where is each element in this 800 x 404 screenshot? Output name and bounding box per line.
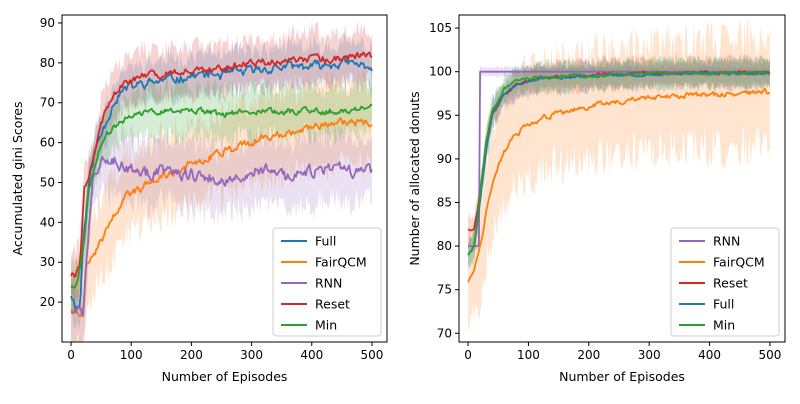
x-tick-label: 100 (517, 348, 540, 362)
x-tick-label: 0 (464, 348, 472, 362)
band-full (71, 33, 372, 330)
band-fairqcm (71, 69, 372, 342)
x-tick-label: 400 (698, 348, 721, 362)
y-tick-label: 60 (40, 136, 55, 150)
y-tick-label: 70 (437, 326, 452, 340)
legend-box (272, 227, 382, 337)
series-line-rnn (70, 156, 373, 317)
band-full (468, 55, 770, 267)
legend-label-rnn: RNN (713, 234, 740, 249)
legend-label-rnn: RNN (315, 276, 342, 291)
chart-right: 0 100 200 300 400 500 70 75 80 85 90 95 100 105 Number… (407, 14, 786, 384)
legend-label-reset: Reset (315, 297, 350, 312)
legend-label-min: Min (315, 318, 337, 333)
legend-label-full: Full (315, 234, 336, 249)
y-tick-label: 40 (40, 215, 55, 229)
plot-area (467, 19, 771, 333)
band-min (71, 74, 372, 317)
legend-label-reset: Reset (713, 276, 748, 291)
legend-label-fairqcm: FairQCM (315, 255, 367, 270)
y-tick-label: 90 (437, 152, 452, 166)
series-line-full (70, 56, 373, 312)
axes-frame (61, 14, 388, 343)
legend: RNN FairQCM Reset Full Min (670, 227, 780, 337)
y-tick-label: 100 (429, 65, 452, 79)
x-tick-label: 0 (67, 348, 75, 362)
x-tick-label: 300 (240, 348, 263, 362)
chart-left: 0 100 200 300 400 500 20 30 40 50 60 70 80 90 Number o… (10, 14, 388, 384)
x-axis-label: Number of Episodes (559, 369, 685, 384)
series-line-min (467, 70, 771, 256)
series-line-fairqcm (467, 87, 771, 283)
band-min (468, 54, 770, 269)
y-tick-label: 75 (437, 283, 452, 297)
y-tick-label: 80 (437, 239, 452, 253)
y-tick-label: 50 (40, 175, 55, 189)
series-line-fairqcm (70, 117, 373, 318)
y-tick-label: 70 (40, 96, 55, 110)
legend-label-min: Min (713, 318, 735, 333)
y-tick-label: 90 (40, 16, 55, 30)
y-tick-label: 95 (437, 108, 452, 122)
legend: Full FairQCM RNN Reset Min (272, 227, 382, 337)
axes-frame (458, 14, 786, 343)
legend-label-full: Full (713, 297, 734, 312)
x-tick-label: 200 (577, 348, 600, 362)
series-line-min (70, 103, 373, 289)
x-tick-label: 500 (758, 348, 781, 362)
y-tick-label: 30 (40, 255, 55, 269)
y-tick-label: 85 (437, 195, 452, 209)
x-axis-label: Number of Episodes (162, 369, 288, 384)
plot-area (70, 19, 373, 342)
x-tick-label: 500 (361, 348, 384, 362)
y-axis-label: Accumulated gini Scores (10, 101, 25, 255)
x-tick-label: 200 (180, 348, 203, 362)
y-tick-label: 105 (429, 21, 452, 35)
x-tick-label: 100 (120, 348, 143, 362)
y-axis-label: Number of allocated donuts (407, 91, 422, 265)
band-fairqcm (468, 19, 770, 333)
legend-box (670, 227, 780, 337)
y-tick-label: 80 (40, 56, 55, 70)
x-tick-label: 400 (300, 348, 323, 362)
legend-label-fairqcm: FairQCM (713, 255, 765, 270)
band-reset (71, 19, 372, 310)
series-line-reset (70, 51, 373, 278)
y-tick-label: 20 (40, 295, 55, 309)
x-tick-label: 300 (638, 348, 661, 362)
